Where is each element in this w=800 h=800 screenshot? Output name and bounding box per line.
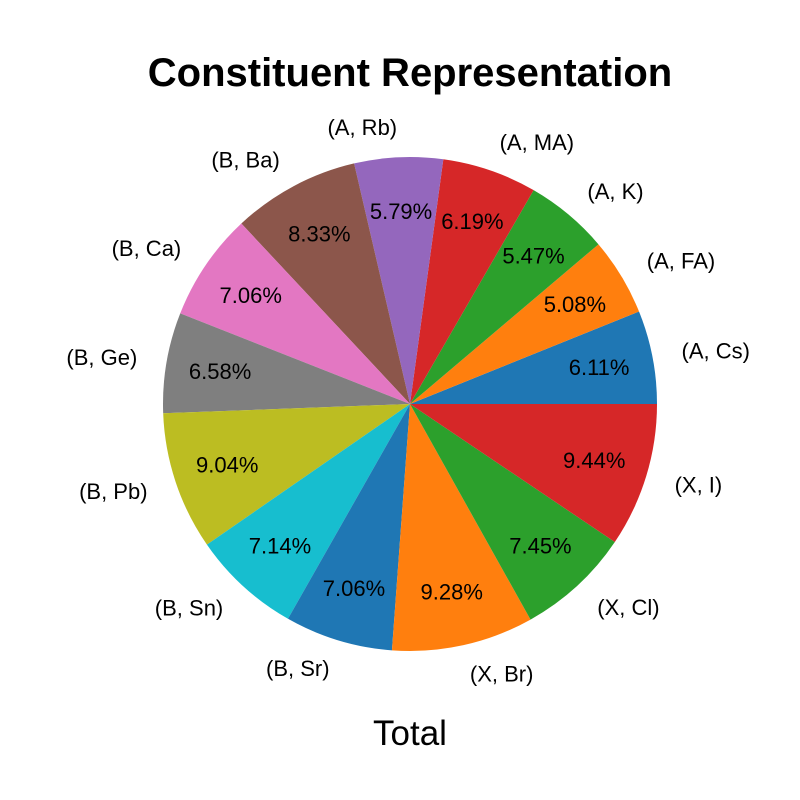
slice-percent-label: 7.45%: [509, 533, 571, 558]
pie-labels: 6.11% (A, Cs) 5.08% (A, FA) 5.47% (A, K) 6.19%…: [66, 115, 750, 686]
slice-category-label: (B, Sr): [266, 656, 330, 681]
slice-category-label: (B, Ge): [66, 345, 137, 370]
pie-slice: [180, 223, 410, 404]
slice-percent-label: 5.08%: [544, 292, 606, 317]
pie-slice: [354, 157, 444, 404]
pie-slice: [287, 404, 410, 651]
slice-percent-label: 5.47%: [502, 244, 564, 269]
slice-percent-label: 6.11%: [569, 355, 630, 380]
pie-slices: [162, 157, 657, 651]
slice-percent-label: 6.19%: [441, 209, 503, 234]
slice-category-label: (A, K): [587, 179, 643, 204]
slice-category-label: (B, Ba): [211, 147, 279, 172]
pie-slice: [163, 404, 410, 545]
pie-slice: [206, 404, 410, 619]
pie-slice: [410, 404, 615, 620]
slice-percent-label: 6.58%: [189, 359, 251, 384]
slice-category-label: (B, Pb): [79, 479, 147, 504]
pie-slice: [162, 313, 410, 414]
pie-slice: [410, 159, 534, 404]
slice-category-label: (A, FA): [647, 248, 715, 273]
slice-category-label: (B, Sn): [155, 596, 223, 621]
pie-slice: [410, 244, 640, 404]
slice-category-label: (A, Rb): [327, 115, 397, 140]
pie-slice: [410, 311, 657, 404]
slice-percent-label: 7.14%: [249, 534, 311, 559]
slice-percent-label: 9.04%: [196, 452, 258, 477]
x-axis-label: Total: [373, 714, 447, 753]
slice-percent-label: 7.06%: [220, 283, 282, 308]
slice-category-label: (B, Ca): [112, 236, 182, 261]
chart-title: Constituent Representation: [148, 51, 672, 95]
slice-percent-label: 5.79%: [370, 199, 432, 224]
slice-category-label: (X, I): [675, 472, 723, 497]
pie-slice: [241, 163, 410, 404]
slice-category-label: (X, Cl): [597, 595, 659, 620]
pie-slice: [410, 404, 657, 543]
slice-percent-label: 7.06%: [323, 576, 385, 601]
slice-percent-label: 9.44%: [563, 448, 625, 473]
slice-category-label: (A, MA): [500, 130, 575, 155]
pie-slice: [410, 190, 599, 404]
slice-category-label: (X, Br): [470, 662, 534, 687]
slice-percent-label: 9.28%: [421, 580, 483, 605]
pie-slice: [391, 404, 531, 651]
slice-category-label: (A, Cs): [682, 339, 750, 364]
slice-percent-label: 8.33%: [288, 222, 350, 247]
